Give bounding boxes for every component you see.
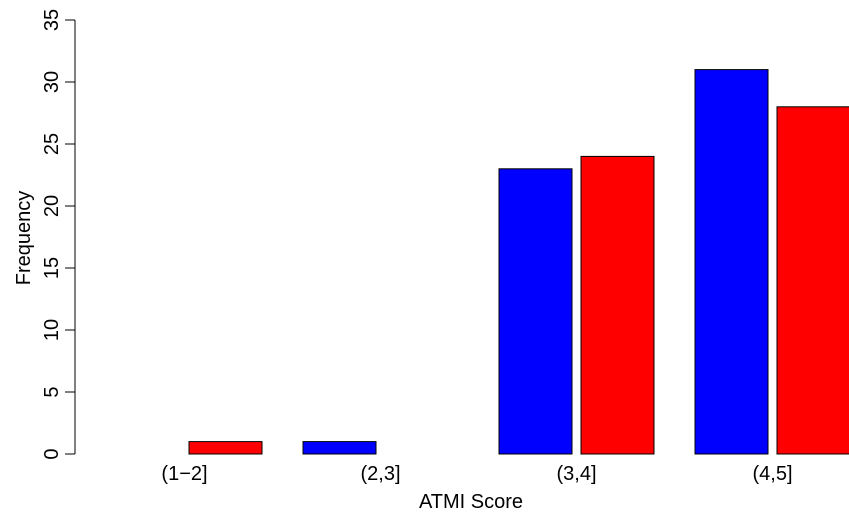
y-axis-label: Frequency (13, 191, 35, 286)
y-tick-label: 20 (41, 195, 63, 217)
bar-series-1-category-4 (694, 69, 769, 455)
y-tick-label: 10 (41, 319, 63, 341)
x-axis-label: ATMI Score (419, 491, 523, 513)
y-tick-label: 25 (41, 133, 63, 155)
y-tick-label: 30 (41, 71, 63, 93)
bar-series-2-category-1 (188, 441, 263, 455)
y-tick-label: 15 (41, 257, 63, 279)
x-tick-label: (1−2] (161, 463, 207, 485)
y-tick-label: 0 (41, 448, 63, 459)
x-tick-label: (3,4] (556, 463, 596, 485)
bar-series-1-category-2 (302, 441, 377, 455)
bar-series-1-category-3 (498, 168, 573, 455)
bars (188, 69, 849, 455)
x-axis-tick-labels: (1−2] (2,3] (3,4] (4,5] (161, 463, 792, 485)
bar-series-2-category-4 (776, 106, 849, 455)
x-tick-label: (2,3] (360, 463, 400, 485)
y-tick-label: 5 (41, 386, 63, 397)
x-tick-label: (4,5] (752, 463, 792, 485)
y-tick-label: 35 (41, 9, 63, 31)
bar-series-2-category-3 (580, 155, 655, 455)
y-axis: 0 5 10 15 20 25 30 35 (41, 9, 76, 460)
